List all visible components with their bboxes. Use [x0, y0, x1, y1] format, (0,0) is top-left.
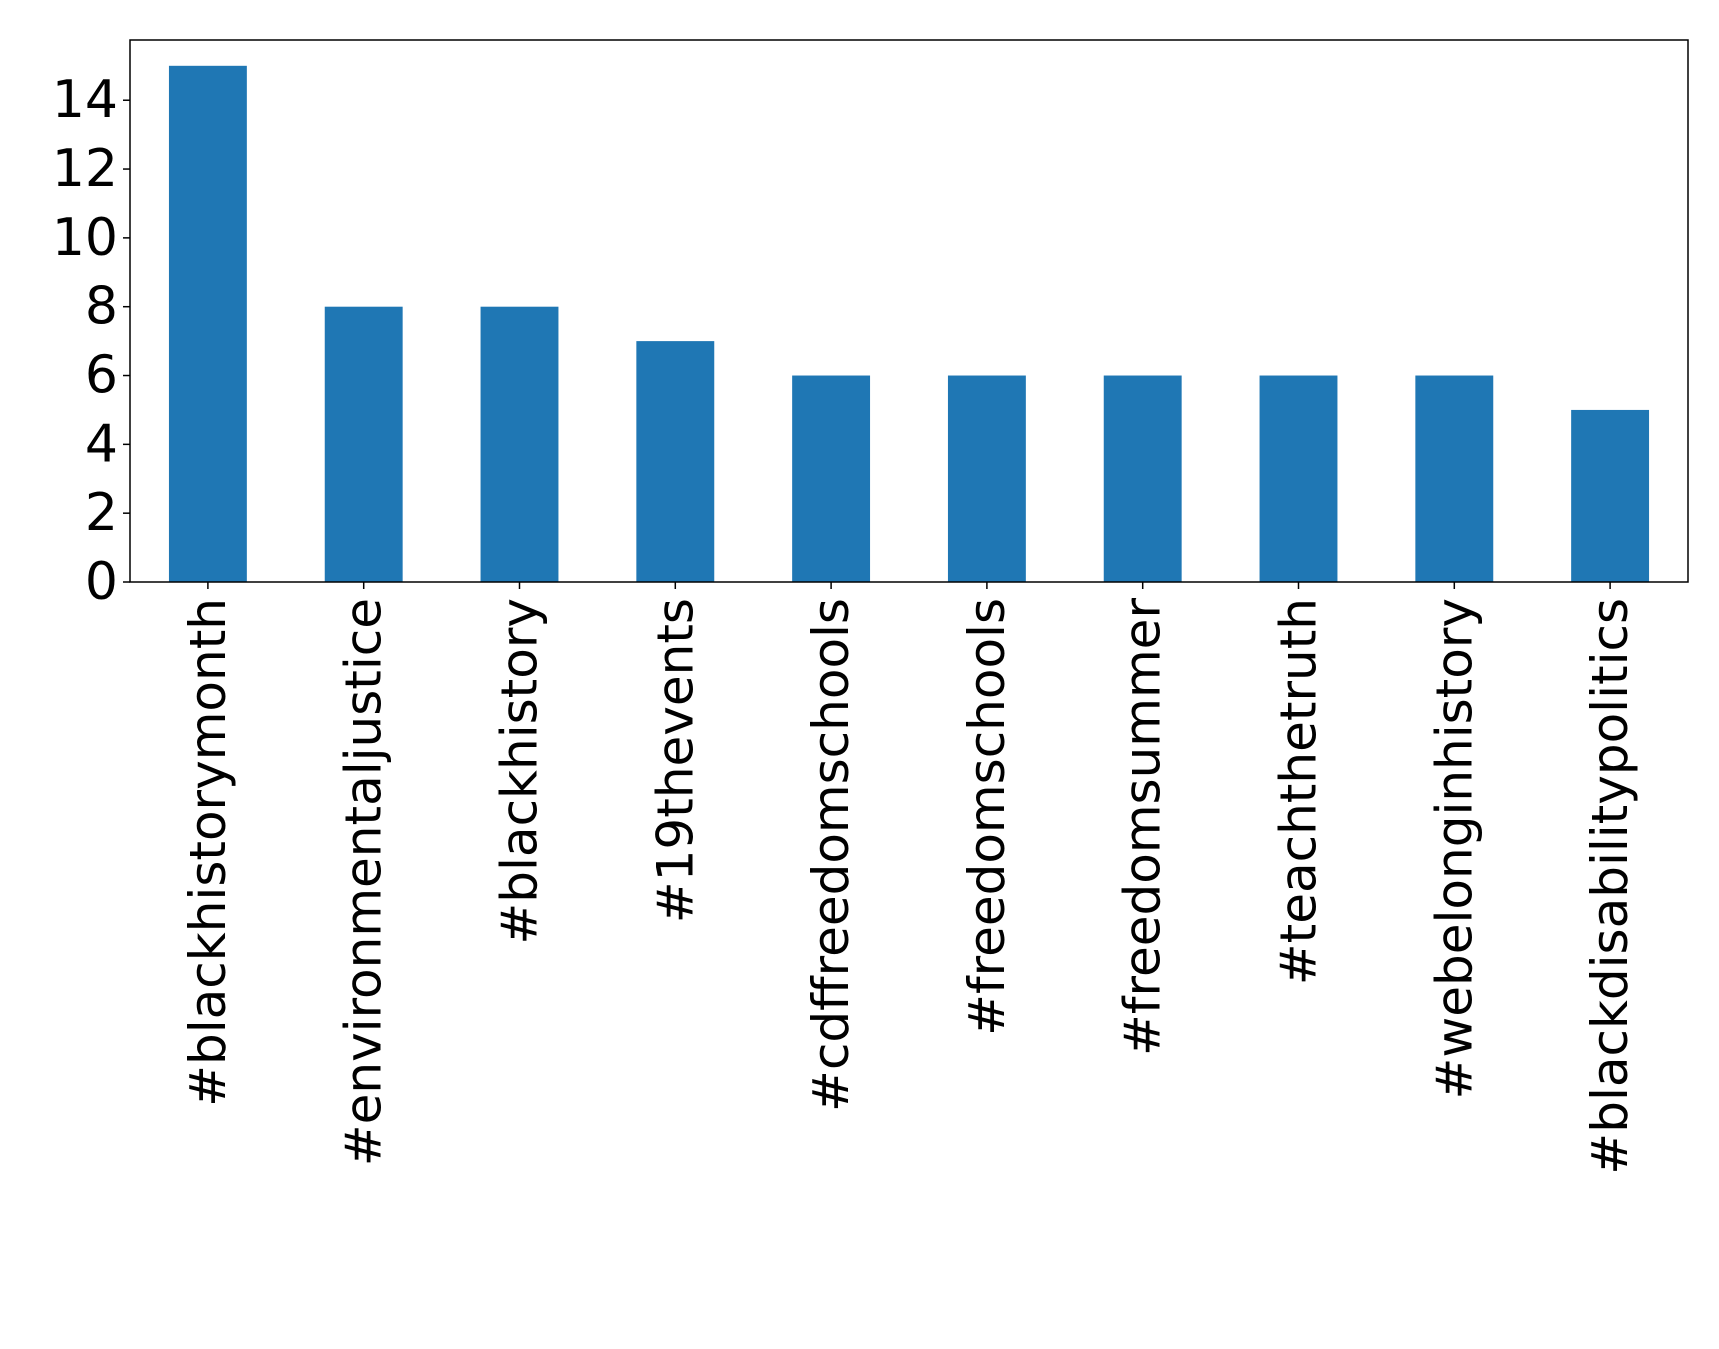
bar-4	[636, 341, 715, 582]
x-tick-label: #blackhistory	[491, 598, 549, 945]
bar-5	[792, 375, 871, 582]
y-tick-label: 0	[85, 552, 118, 612]
y-tick-label: 4	[85, 414, 118, 474]
y-tick-label: 2	[85, 483, 118, 543]
x-tick-label: #19thevents	[646, 598, 704, 923]
bar-6	[947, 375, 1026, 582]
y-tick-label: 14	[52, 70, 118, 130]
y-tick-label: 8	[85, 277, 118, 337]
y-axis: 0 2 4 6 8 10 12 14	[52, 70, 130, 612]
x-tick-label: #blackhistorymonth	[179, 598, 237, 1107]
y-tick-label: 6	[85, 346, 118, 406]
bar-7	[1103, 375, 1182, 582]
bar-9	[1415, 375, 1494, 582]
bar-1	[168, 65, 247, 583]
bars-group	[168, 65, 1650, 583]
plot-frame	[129, 39, 1689, 583]
bar-10	[1571, 409, 1650, 582]
x-tick-label: #blackdisabilitypolitics	[1581, 598, 1639, 1175]
x-tick-label: #webelonginhistory	[1425, 598, 1483, 1100]
y-tick-label: 10	[52, 208, 118, 268]
x-tick-label: #teachthetruth	[1270, 598, 1328, 985]
bar-2	[324, 306, 403, 582]
x-tick-label: #freedomsummer	[1114, 598, 1172, 1056]
bar-3	[480, 306, 559, 582]
x-tick-label: #cdffreedomschools	[802, 598, 860, 1112]
x-tick-label: #freedomschools	[958, 598, 1016, 1036]
x-axis: #blackhistorymonth #environmentaljustice #…	[179, 582, 1639, 1175]
bar-8	[1259, 375, 1338, 582]
x-tick-label: #environmentaljustice	[335, 598, 393, 1166]
y-tick-label: 12	[52, 139, 118, 199]
